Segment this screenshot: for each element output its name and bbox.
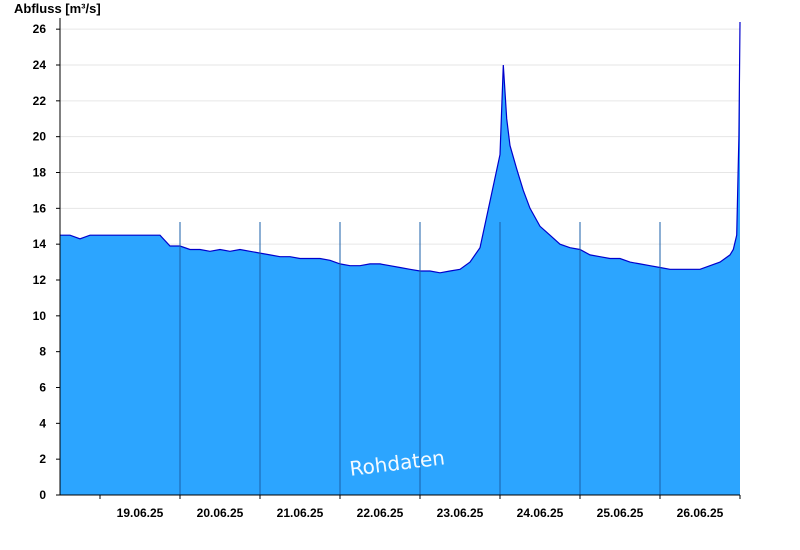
- y-tick-label: 4: [39, 416, 46, 430]
- x-tick-label: 26.06.25: [677, 506, 724, 520]
- data-area: [60, 21, 741, 495]
- day-separators: [179, 222, 661, 495]
- y-tick-label: 18: [33, 166, 47, 180]
- y-tick-label: 26: [33, 22, 47, 36]
- y-tick-label: 10: [33, 309, 47, 323]
- series-line: [60, 21, 741, 274]
- y-tick-label: 14: [33, 237, 47, 251]
- y-tick-label: 22: [33, 94, 47, 108]
- area-fill: [60, 22, 740, 495]
- y-tick-label: 0: [39, 488, 46, 502]
- y-tick-label: 8: [39, 345, 46, 359]
- x-tick-label: 21.06.25: [277, 506, 324, 520]
- x-tick-labels: 19.06.25 20.06.25 21.06.25 22.06.25 23.06.25…: [99, 495, 741, 520]
- x-tick-label: 22.06.25: [357, 506, 404, 520]
- y-tick-label: 12: [33, 273, 47, 287]
- y-tick-label: 2: [39, 452, 46, 466]
- x-tick-label: 24.06.25: [517, 506, 564, 520]
- x-tick-label: 19.06.25: [117, 506, 164, 520]
- axes: [59, 18, 740, 496]
- y-tick-label: 16: [33, 201, 47, 215]
- y-tick-label: 24: [33, 58, 47, 72]
- y-tick-label: 20: [33, 130, 47, 144]
- y-tick-label: 6: [39, 381, 46, 395]
- x-tick-label: 23.06.25: [437, 506, 484, 520]
- x-tick-label: 25.06.25: [597, 506, 644, 520]
- y-axis-title: Abfluss [m³/s]: [14, 1, 101, 16]
- x-tick-label: 20.06.25: [197, 506, 244, 520]
